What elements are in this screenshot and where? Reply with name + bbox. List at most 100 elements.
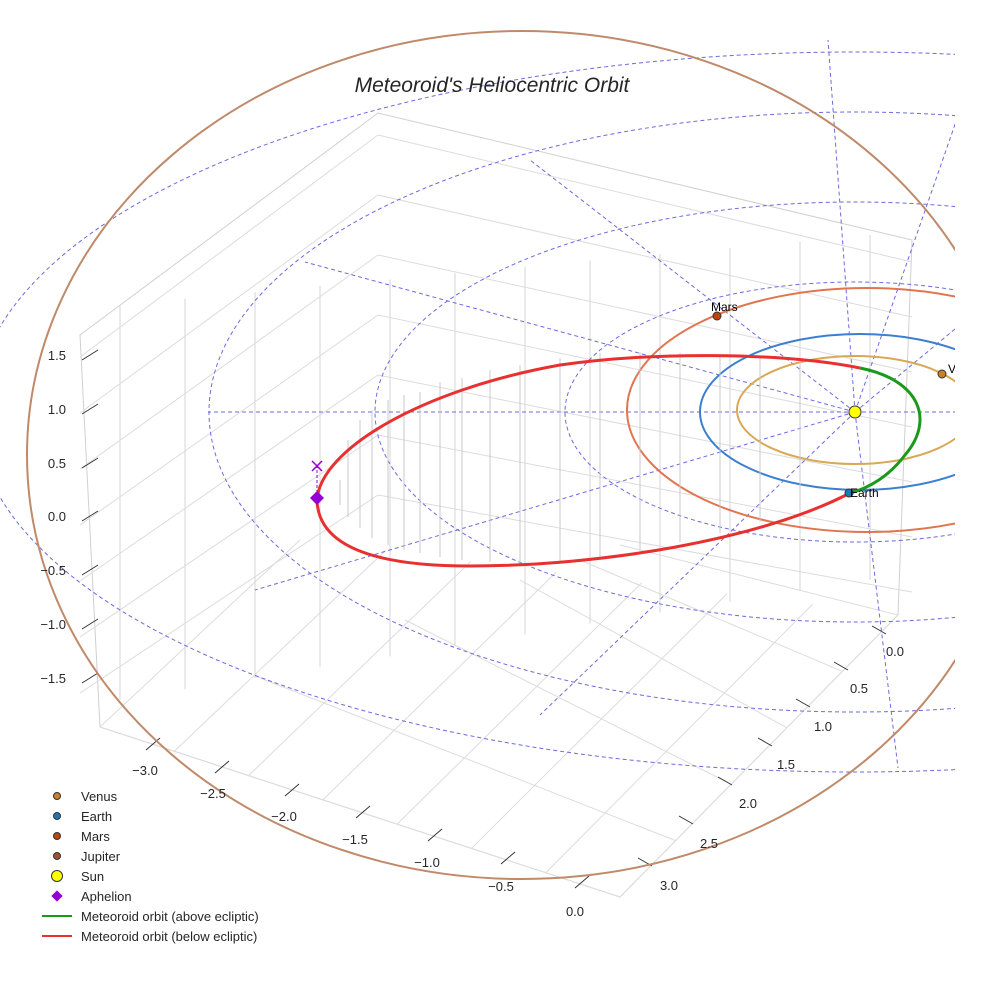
y-tick-label: 0.5 xyxy=(850,681,868,696)
x-tick-label: −2.0 xyxy=(271,809,297,824)
legend-marker xyxy=(53,812,61,820)
x-tick-mark xyxy=(214,760,230,774)
z-tick-label: −0.5 xyxy=(40,563,66,578)
legend-label: Jupiter xyxy=(81,848,121,864)
grid-line xyxy=(619,614,899,898)
grid-line xyxy=(248,561,472,776)
legend-marker xyxy=(51,870,63,882)
y-tick-label: 2.0 xyxy=(739,796,757,811)
planet-label: Earth xyxy=(850,486,879,500)
legend-item: Meteoroid orbit (below ecliptic) xyxy=(40,926,259,946)
z-tick-label: −1.0 xyxy=(40,617,66,632)
x-tick-mark xyxy=(427,828,443,842)
y-tick-label: 2.5 xyxy=(700,836,718,851)
reference-spoke xyxy=(854,411,899,769)
x-tick-label: 0.0 xyxy=(566,904,584,919)
grid-line xyxy=(377,494,913,593)
x-tick-mark xyxy=(355,805,371,819)
grid-line xyxy=(545,603,813,874)
legend-label: Aphelion xyxy=(81,888,132,904)
y-tick-mark xyxy=(833,661,849,671)
legend-label: Mars xyxy=(81,828,110,844)
grid-line xyxy=(377,134,913,263)
legend-label: Sun xyxy=(81,868,105,884)
y-tick-mark xyxy=(678,815,694,825)
grid-line xyxy=(471,593,728,849)
grid-line xyxy=(79,434,379,638)
z-tick-label: −1.5 xyxy=(40,671,66,686)
x-tick-mark xyxy=(500,851,516,865)
planet-marker xyxy=(937,369,947,379)
legend-label: Meteoroid orbit (below ecliptic) xyxy=(81,928,258,944)
grid-line xyxy=(99,726,621,898)
reference-ring xyxy=(374,201,955,623)
grid-line xyxy=(377,254,913,373)
aphelion-projection-marker xyxy=(311,460,323,472)
legend-marker xyxy=(53,832,61,840)
z-tick-label: 1.5 xyxy=(48,348,66,363)
x-tick-label: −0.5 xyxy=(488,879,514,894)
z-tick-mark xyxy=(81,457,99,469)
legend-item: Venus xyxy=(40,786,259,806)
legend-marker xyxy=(42,915,72,917)
x-tick-label: −1.5 xyxy=(342,832,368,847)
legend-item: Mars xyxy=(40,826,259,846)
grid-line xyxy=(619,544,899,616)
plot-area: Mars Venu Earth xyxy=(0,30,975,880)
z-tick-label: 1.0 xyxy=(48,402,66,417)
y-tick-label: 0.0 xyxy=(886,644,904,659)
reference-ring xyxy=(0,51,955,773)
legend-item: Sun xyxy=(40,866,259,886)
reference-spoke xyxy=(854,328,955,413)
axes-ticks xyxy=(81,349,887,889)
y-tick-mark xyxy=(757,737,773,747)
grid-line xyxy=(79,374,379,582)
planet-marker xyxy=(712,311,722,321)
y-tick-label: 1.0 xyxy=(814,719,832,734)
legend-item: Aphelion xyxy=(40,886,259,906)
reference-spoke xyxy=(827,39,856,413)
mars-orbit xyxy=(626,287,955,533)
jupiter-orbit xyxy=(26,30,955,880)
legend-label: Venus xyxy=(81,788,118,804)
y-tick-label: 3.0 xyxy=(660,878,678,893)
x-tick-label: −1.0 xyxy=(414,855,440,870)
grid-line xyxy=(79,134,379,358)
legend: Venus Earth Mars Jupiter Sun Aphelion Me… xyxy=(40,786,259,946)
grid-line xyxy=(322,571,557,801)
x-tick-mark xyxy=(284,783,300,797)
legend-item: Jupiter xyxy=(40,846,259,866)
grid-line xyxy=(404,619,732,785)
y-tick-mark xyxy=(871,625,887,635)
venus-orbit xyxy=(736,355,955,465)
grid-line xyxy=(377,314,913,428)
z-tick-label: 0.5 xyxy=(48,456,66,471)
tick-labels: −1.5 −1.0 −0.5 0.0 0.5 1.0 1.5 −3.0 −2.5 −2.0 −1.5… xyxy=(40,348,904,919)
legend-marker xyxy=(51,890,63,902)
x-tick-mark xyxy=(574,875,590,889)
legend-label: Earth xyxy=(81,808,113,824)
grid-line xyxy=(377,374,913,483)
planet-label: Venu xyxy=(948,362,975,376)
y-tick-label: 1.5 xyxy=(777,757,795,772)
grid-line xyxy=(377,434,913,538)
aphelion-marker xyxy=(310,491,324,505)
y-tick-mark xyxy=(795,698,811,708)
reference-spoke xyxy=(854,122,955,413)
grid-line xyxy=(79,194,379,414)
grid-line xyxy=(377,194,913,318)
reference-spoke xyxy=(254,411,856,591)
meteoroid-orbit-above xyxy=(849,366,922,495)
planet-marker xyxy=(844,488,854,498)
z-tick-mark xyxy=(81,618,99,630)
grid-line xyxy=(173,550,386,752)
axes-grid xyxy=(79,134,913,898)
z-tick-mark xyxy=(81,672,99,684)
grid-line xyxy=(79,314,379,526)
grid-line xyxy=(519,579,788,729)
reference-ring xyxy=(564,281,955,543)
z-tick-label: 0.0 xyxy=(48,509,66,524)
x-tick-label: −3.0 xyxy=(132,763,158,778)
grid-line xyxy=(579,559,843,672)
